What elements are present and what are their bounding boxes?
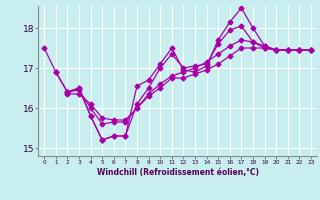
X-axis label: Windchill (Refroidissement éolien,°C): Windchill (Refroidissement éolien,°C): [97, 168, 259, 177]
